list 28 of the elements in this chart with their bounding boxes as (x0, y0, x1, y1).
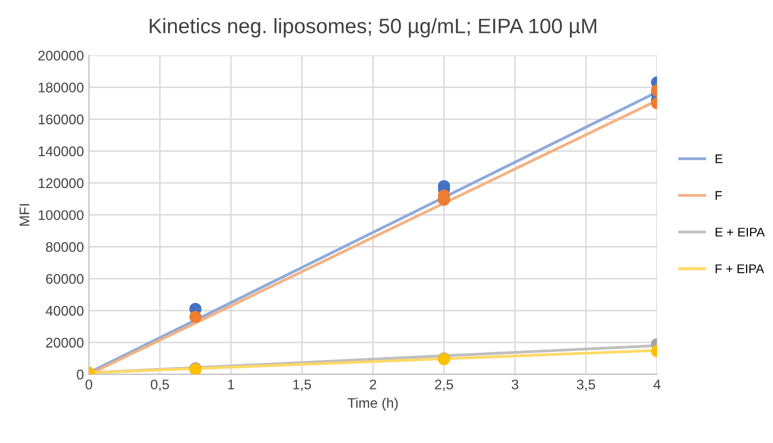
x-tick-label: 2,5 (435, 380, 454, 392)
legend-label: E (716, 154, 722, 164)
y-tick-label: 60000 (46, 274, 84, 284)
legend-label: F + EIPA (716, 264, 764, 274)
x-axis-title: Time (h) (348, 398, 398, 411)
legend-label: E + EIPA (716, 228, 765, 236)
y-tick-label: 120000 (38, 178, 84, 188)
y-axis-title: MFI (20, 204, 30, 226)
y-tick-label: 80000 (46, 242, 84, 252)
x-tick-label: 3,5 (576, 380, 596, 392)
y-tick-label: 100000 (38, 210, 84, 220)
chart-title: Kinetics neg. liposomes; 50 µg/mL; EIPA 100 µM (150, 18, 596, 38)
y-tick-label: 40000 (46, 306, 84, 316)
y-tick-label: 20000 (46, 338, 84, 348)
y-tick-label: 140000 (38, 146, 84, 156)
y-tick-label: 180000 (38, 82, 84, 92)
x-tick-label: 4 (654, 380, 661, 390)
y-tick-label: 160000 (38, 114, 84, 124)
x-tick-label: 0,5 (150, 380, 169, 392)
point (189, 310, 202, 323)
x-tick-label: 3 (512, 380, 518, 390)
x-tick-label: 0 (86, 380, 92, 390)
x-tick-label: 2 (370, 380, 376, 390)
y-tick-label: 200000 (38, 50, 84, 61)
legend-label: F (716, 191, 722, 200)
x-tick-label: 1,5 (293, 380, 312, 392)
y-tick-label: 0 (76, 370, 84, 380)
x-tick-label: 1 (228, 380, 234, 390)
